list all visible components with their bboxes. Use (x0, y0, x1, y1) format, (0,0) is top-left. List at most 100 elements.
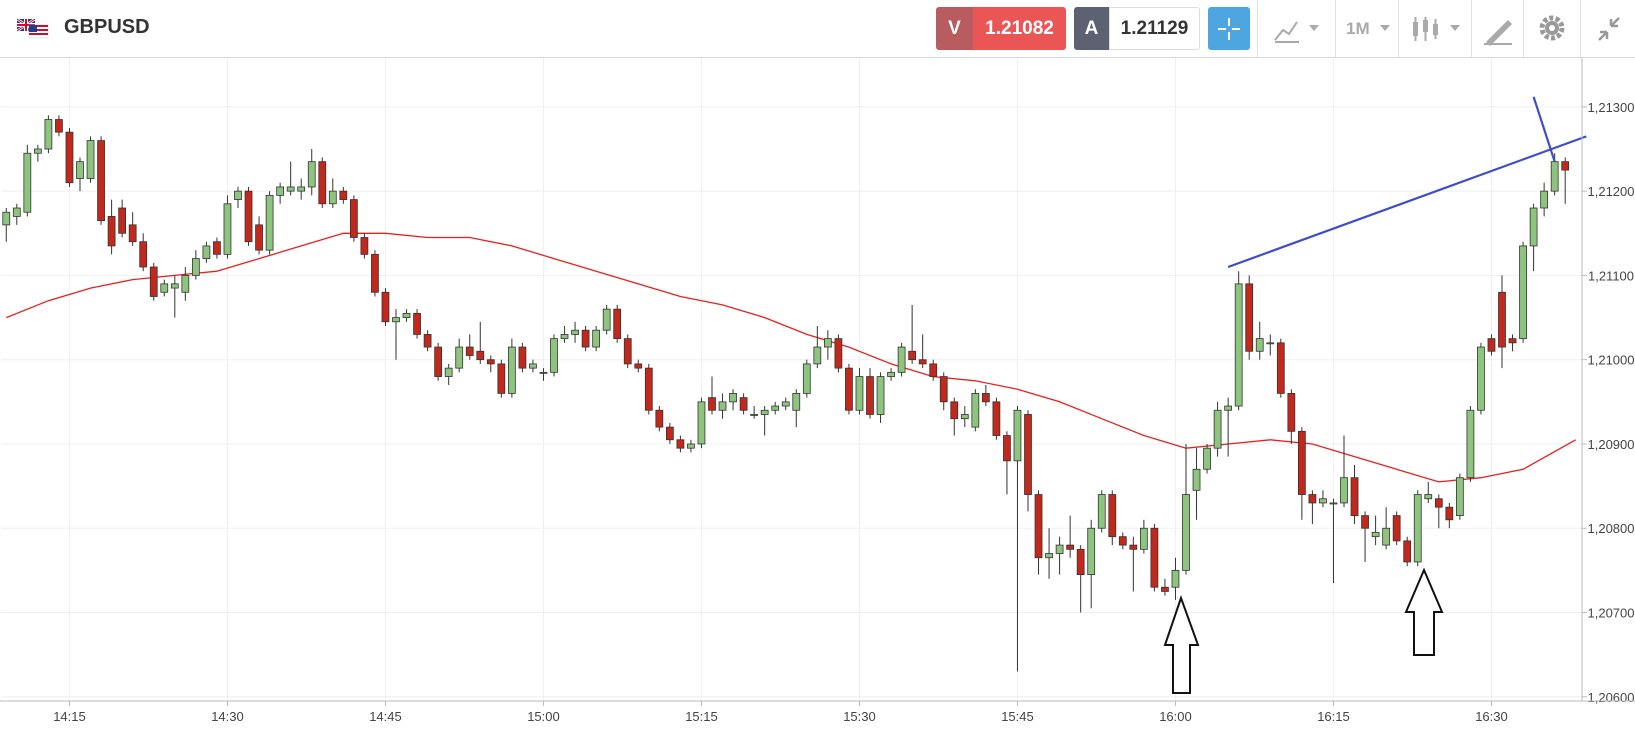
candle-body-up (771, 405, 780, 411)
candle-body-down (139, 241, 148, 268)
candle-body-down (644, 367, 653, 411)
y-tick-label: 1,21200 (1588, 184, 1635, 199)
candle-body-down (107, 216, 116, 247)
candle-body-down (1161, 586, 1169, 592)
candle-body-down (360, 237, 369, 255)
candle-body-up (855, 376, 864, 411)
candle-body-down (1498, 291, 1506, 348)
candle-style-button[interactable] (1398, 0, 1472, 57)
candle-body-down (149, 266, 158, 297)
x-tick-label: 15:30 (843, 709, 876, 724)
candle-body-down (1508, 338, 1517, 344)
candle-body-down (349, 199, 358, 238)
candle-body-down (665, 426, 674, 441)
candle-body-up (1519, 245, 1527, 340)
candle-body-up (592, 329, 601, 348)
x-tick-label: 16:15 (1317, 709, 1350, 724)
crosshair-button[interactable] (1208, 7, 1250, 50)
candle-body-up (1203, 447, 1211, 470)
candle-body-up (1234, 283, 1243, 407)
arrow-annotation (1404, 567, 1444, 656)
candle-body-up (718, 401, 727, 411)
candle-body-down (1066, 544, 1075, 550)
y-tick-label: 1,20900 (1588, 437, 1635, 452)
candle-body-up (1192, 468, 1201, 491)
candle-body-up (1171, 569, 1180, 588)
candle-body-up (507, 346, 516, 394)
candle-body-down (128, 224, 137, 243)
candle-body-down (581, 329, 590, 348)
candle-body-up (697, 401, 706, 445)
collapse-button[interactable] (1580, 0, 1635, 57)
candle-body-down (434, 346, 443, 377)
candle-body-down (476, 350, 485, 361)
timeframe-button[interactable]: 1M (1335, 0, 1399, 57)
candle-body-down (992, 401, 1001, 436)
candle-body-up (1455, 477, 1464, 517)
candle-body-up (33, 148, 42, 154)
candle-body-down (371, 253, 379, 293)
x-tick-label: 14:30 (211, 709, 244, 724)
candle-body-up (1097, 494, 1106, 529)
sell-price[interactable]: 1.21082 (973, 7, 1066, 50)
x-tick-label: 16:30 (1475, 709, 1508, 724)
candle-body-up (1055, 544, 1064, 554)
candle-body-down (1150, 527, 1159, 588)
candle-body-down (1350, 477, 1359, 517)
candle-body-down (318, 161, 327, 205)
sell-label[interactable]: V (936, 7, 973, 50)
candle-body-up (234, 190, 242, 200)
candle-body-up (1413, 494, 1422, 563)
candle-body-up (286, 186, 295, 192)
candle-body-up (1139, 527, 1148, 550)
candle-body-down (623, 338, 632, 365)
buy-price[interactable]: 1.21129 (1109, 7, 1200, 50)
candle-body-down (465, 346, 474, 356)
candle-body-down (381, 291, 390, 323)
candle-body-up (1550, 161, 1559, 192)
candle-body-up (444, 367, 453, 377)
candle-body-up (876, 376, 885, 415)
candle-body-up (1529, 207, 1538, 247)
candle-body-up (1255, 338, 1264, 352)
candle-body-up (550, 338, 558, 373)
y-tick-label: 1,20600 (1588, 690, 1635, 705)
candle-body-down (244, 190, 253, 243)
y-tick-label: 1,21300 (1588, 100, 1635, 115)
candle-body-up (571, 329, 579, 335)
candle-body-up (760, 409, 769, 415)
candle-body-up (1266, 342, 1275, 345)
settings-icon (1539, 15, 1565, 41)
y-tick-label: 1,20700 (1588, 606, 1635, 621)
candle-body-down (845, 367, 853, 411)
symbol: GBPUSD (64, 16, 150, 38)
candle-body-up (781, 401, 790, 407)
draw-button[interactable] (1471, 0, 1524, 57)
candle-body-down (255, 224, 263, 251)
candle-body-down (613, 308, 622, 340)
x-tick-label: 14:45 (369, 709, 402, 724)
candle-body-up (1087, 527, 1096, 575)
candle-body-down (739, 397, 748, 411)
y-tick-label: 1,20800 (1588, 521, 1635, 536)
candle-body-up (1371, 532, 1380, 538)
candle-body-down (929, 363, 938, 377)
candle-body-down (1129, 544, 1138, 550)
settings-button[interactable] (1523, 0, 1581, 57)
candle-body-up (1013, 409, 1022, 462)
x-tick-label: 15:15 (685, 709, 718, 724)
candle-body-up (23, 152, 32, 213)
candle-body-up (223, 203, 232, 255)
candle-body-up (750, 414, 759, 416)
candle-body-up (897, 346, 906, 373)
candle-body-up (276, 186, 285, 196)
candle-body-down (708, 397, 716, 411)
x-tick-label: 14:15 (53, 709, 86, 724)
candle-body-down (413, 312, 421, 335)
candle-body-down (1403, 540, 1412, 563)
chart-type-button[interactable] (1257, 0, 1336, 57)
candle-body-down (1003, 435, 1011, 462)
candle-body-up (181, 275, 190, 293)
candle-body-down (1287, 393, 1296, 432)
buy-label[interactable]: A (1074, 7, 1109, 50)
